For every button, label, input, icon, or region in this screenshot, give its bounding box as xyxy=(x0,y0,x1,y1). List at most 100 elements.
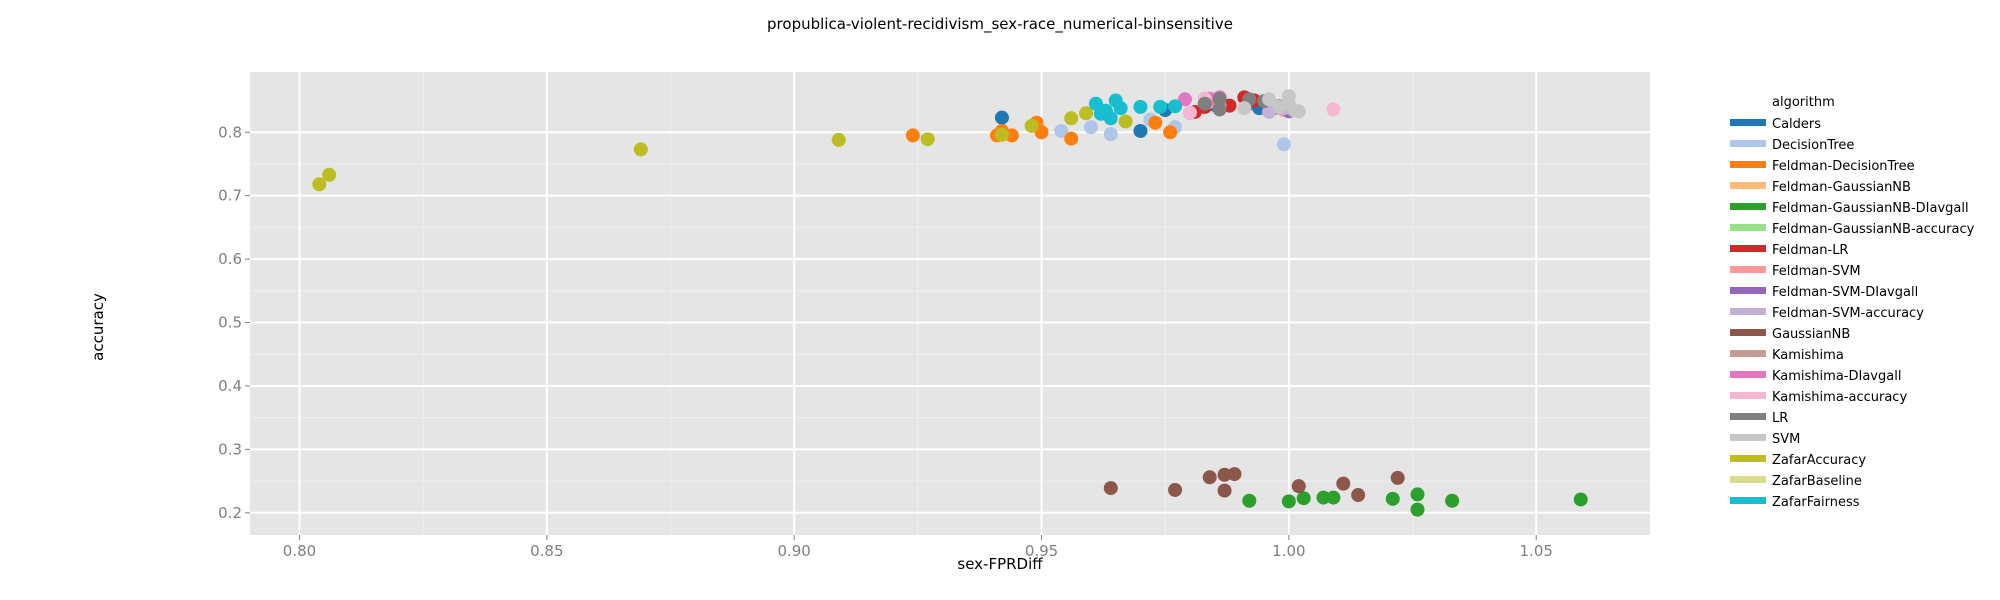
data-point xyxy=(1182,105,1197,120)
legend-entry: ZafarAccuracy xyxy=(1772,453,1866,468)
data-point xyxy=(1291,104,1306,119)
legend-swatch xyxy=(1730,392,1766,399)
data-point xyxy=(1103,127,1118,142)
data-point xyxy=(1103,111,1118,126)
legend-swatch xyxy=(1730,497,1766,504)
data-point xyxy=(1336,476,1351,491)
y-axis-label: accuracy xyxy=(89,293,107,361)
legend-entry: ZafarFairness xyxy=(1772,495,1860,510)
legend-entry: Kamishima xyxy=(1772,348,1844,363)
data-point xyxy=(1262,92,1277,107)
legend-swatch xyxy=(1730,434,1766,441)
y-tick-label: 0.3 xyxy=(218,440,242,458)
data-point xyxy=(905,128,920,143)
data-point xyxy=(1237,101,1252,116)
legend-swatch xyxy=(1730,350,1766,357)
chart-title: propublica-violent-recidivism_sex-race_n… xyxy=(767,15,1233,34)
data-point xyxy=(1024,118,1039,133)
legend: algorithm Calders DecisionTree Feldman-Dec… xyxy=(1730,95,1975,510)
legend-swatch xyxy=(1730,308,1766,315)
legend-entry: Calders xyxy=(1772,117,1821,132)
legend-swatch xyxy=(1730,245,1766,252)
data-point xyxy=(1079,106,1094,121)
data-point xyxy=(1227,467,1242,482)
x-tick-label: 0.90 xyxy=(777,542,810,560)
data-point xyxy=(322,167,337,182)
data-point xyxy=(1212,102,1227,117)
data-point xyxy=(1291,479,1306,494)
data-point xyxy=(1217,467,1232,482)
data-point xyxy=(1197,96,1212,111)
legend-swatch xyxy=(1730,182,1766,189)
y-tick-label: 0.5 xyxy=(218,314,242,332)
data-point xyxy=(994,127,1009,142)
data-point xyxy=(1133,123,1148,138)
legend-entry: Feldman-GaussianNB-DIavgall xyxy=(1772,201,1969,216)
legend-swatch xyxy=(1730,329,1766,336)
data-point xyxy=(1326,490,1341,505)
data-point xyxy=(1113,101,1128,116)
y-tick-label: 0.7 xyxy=(218,187,242,205)
data-point xyxy=(1316,490,1331,505)
legend-swatch xyxy=(1730,413,1766,420)
plot-area xyxy=(250,72,1650,535)
data-point xyxy=(1148,115,1163,130)
legend-swatch xyxy=(1730,161,1766,168)
legend-entry: ZafarBaseline xyxy=(1772,474,1862,489)
legend-entry: Kamishima-DIavgall xyxy=(1772,369,1901,384)
grid xyxy=(250,72,1650,535)
y-tick-label: 0.6 xyxy=(218,250,242,268)
data-point xyxy=(1410,487,1425,502)
data-point xyxy=(1064,111,1079,126)
data-point xyxy=(1202,470,1217,485)
data-point xyxy=(1217,483,1232,498)
data-point xyxy=(1064,131,1079,146)
data-point xyxy=(1573,492,1588,507)
data-point xyxy=(1351,488,1366,503)
data-point xyxy=(1153,99,1168,114)
x-tick-label: 1.00 xyxy=(1272,542,1305,560)
data-point xyxy=(1163,125,1178,140)
y-tick-label: 0.4 xyxy=(218,377,242,395)
y-tick-label: 0.2 xyxy=(218,504,242,522)
data-point xyxy=(1242,493,1257,508)
legend-swatch xyxy=(1730,203,1766,210)
data-point xyxy=(1133,99,1148,114)
legend-swatch xyxy=(1730,266,1766,273)
data-point xyxy=(1212,91,1227,106)
y-tick-label: 0.8 xyxy=(218,123,242,141)
legend-swatch xyxy=(1730,476,1766,483)
data-point xyxy=(1410,502,1425,517)
legend-entry: GaussianNB xyxy=(1772,327,1850,342)
x-tick-label: 0.85 xyxy=(530,542,563,560)
legend-swatch xyxy=(1730,371,1766,378)
legend-title: algorithm xyxy=(1772,95,1835,110)
legend-entry: Feldman-SVM-accuracy xyxy=(1772,306,1924,321)
x-tick-label: 0.95 xyxy=(1025,542,1058,560)
legend-entry: DecisionTree xyxy=(1772,138,1854,153)
x-tick-label: 1.05 xyxy=(1520,542,1553,560)
data-point xyxy=(633,142,648,157)
data-point xyxy=(831,132,846,147)
data-point xyxy=(1281,494,1296,509)
data-point xyxy=(1103,481,1118,496)
legend-swatch xyxy=(1730,119,1766,126)
data-point xyxy=(1177,92,1192,107)
legend-swatch xyxy=(1730,140,1766,147)
legend-swatch xyxy=(1730,455,1766,462)
legend-entry: Kamishima-accuracy xyxy=(1772,390,1907,405)
x-tick-label: 0.80 xyxy=(283,542,316,560)
data-point xyxy=(1168,482,1183,497)
x-axis-label: sex-FPRDiff xyxy=(957,555,1043,573)
legend-entry: Feldman-GaussianNB xyxy=(1772,180,1911,195)
data-point xyxy=(1054,123,1069,138)
data-point xyxy=(1326,102,1341,117)
axis-ticks: 0.80 0.85 0.90 0.95 1.00 1.05 0.2 0.3 0.4 0.5 0.6 0… xyxy=(218,123,1553,560)
legend-entry: Feldman-GaussianNB-accuracy xyxy=(1772,222,1975,237)
legend-entry: Feldman-SVM xyxy=(1772,264,1861,279)
data-point xyxy=(1118,114,1133,129)
data-point xyxy=(920,132,935,147)
data-point xyxy=(1445,493,1460,508)
data-point xyxy=(1296,491,1311,506)
